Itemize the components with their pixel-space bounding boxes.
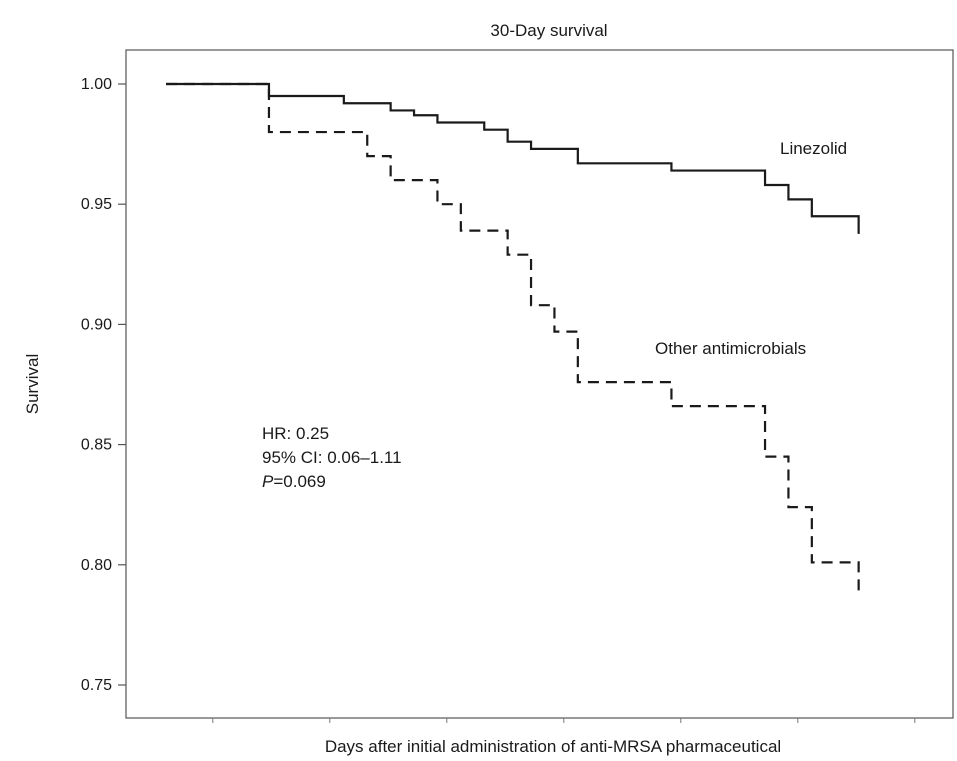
- label-linezolid: Linezolid: [780, 139, 847, 158]
- x-axis: [212, 718, 916, 723]
- series-line-linezolid: [166, 82, 860, 234]
- p-value-number: =0.069: [273, 472, 325, 491]
- y-tick-label: 0.85: [81, 437, 112, 454]
- y-tick-label: 0.95: [81, 196, 112, 213]
- y-axis-label: Survival: [23, 354, 42, 414]
- p-value: P=0.069: [262, 472, 326, 491]
- y-tick-label: 0.75: [81, 677, 112, 694]
- x-axis-label: Days after initial administration of ant…: [325, 737, 781, 756]
- p-value-symbol: P: [262, 472, 274, 491]
- label-other-antimicrobials: Other antimicrobials: [655, 339, 806, 358]
- confidence-interval: 95% CI: 0.06–1.11: [262, 448, 402, 467]
- y-tick-label: 0.80: [81, 557, 112, 574]
- hazard-ratio: HR: 0.25: [262, 424, 329, 443]
- series-layer: [166, 82, 860, 593]
- y-tick-label: 1.00: [81, 76, 112, 93]
- plot-frame: [125, 49, 954, 719]
- series-line-other-antimicrobials: [166, 82, 860, 593]
- y-axis: 1.00 0.95 0.90 0.85 0.80 0.75: [81, 76, 126, 694]
- y-tick-label: 0.90: [81, 316, 112, 333]
- chart-title: 30-Day survival: [490, 21, 607, 40]
